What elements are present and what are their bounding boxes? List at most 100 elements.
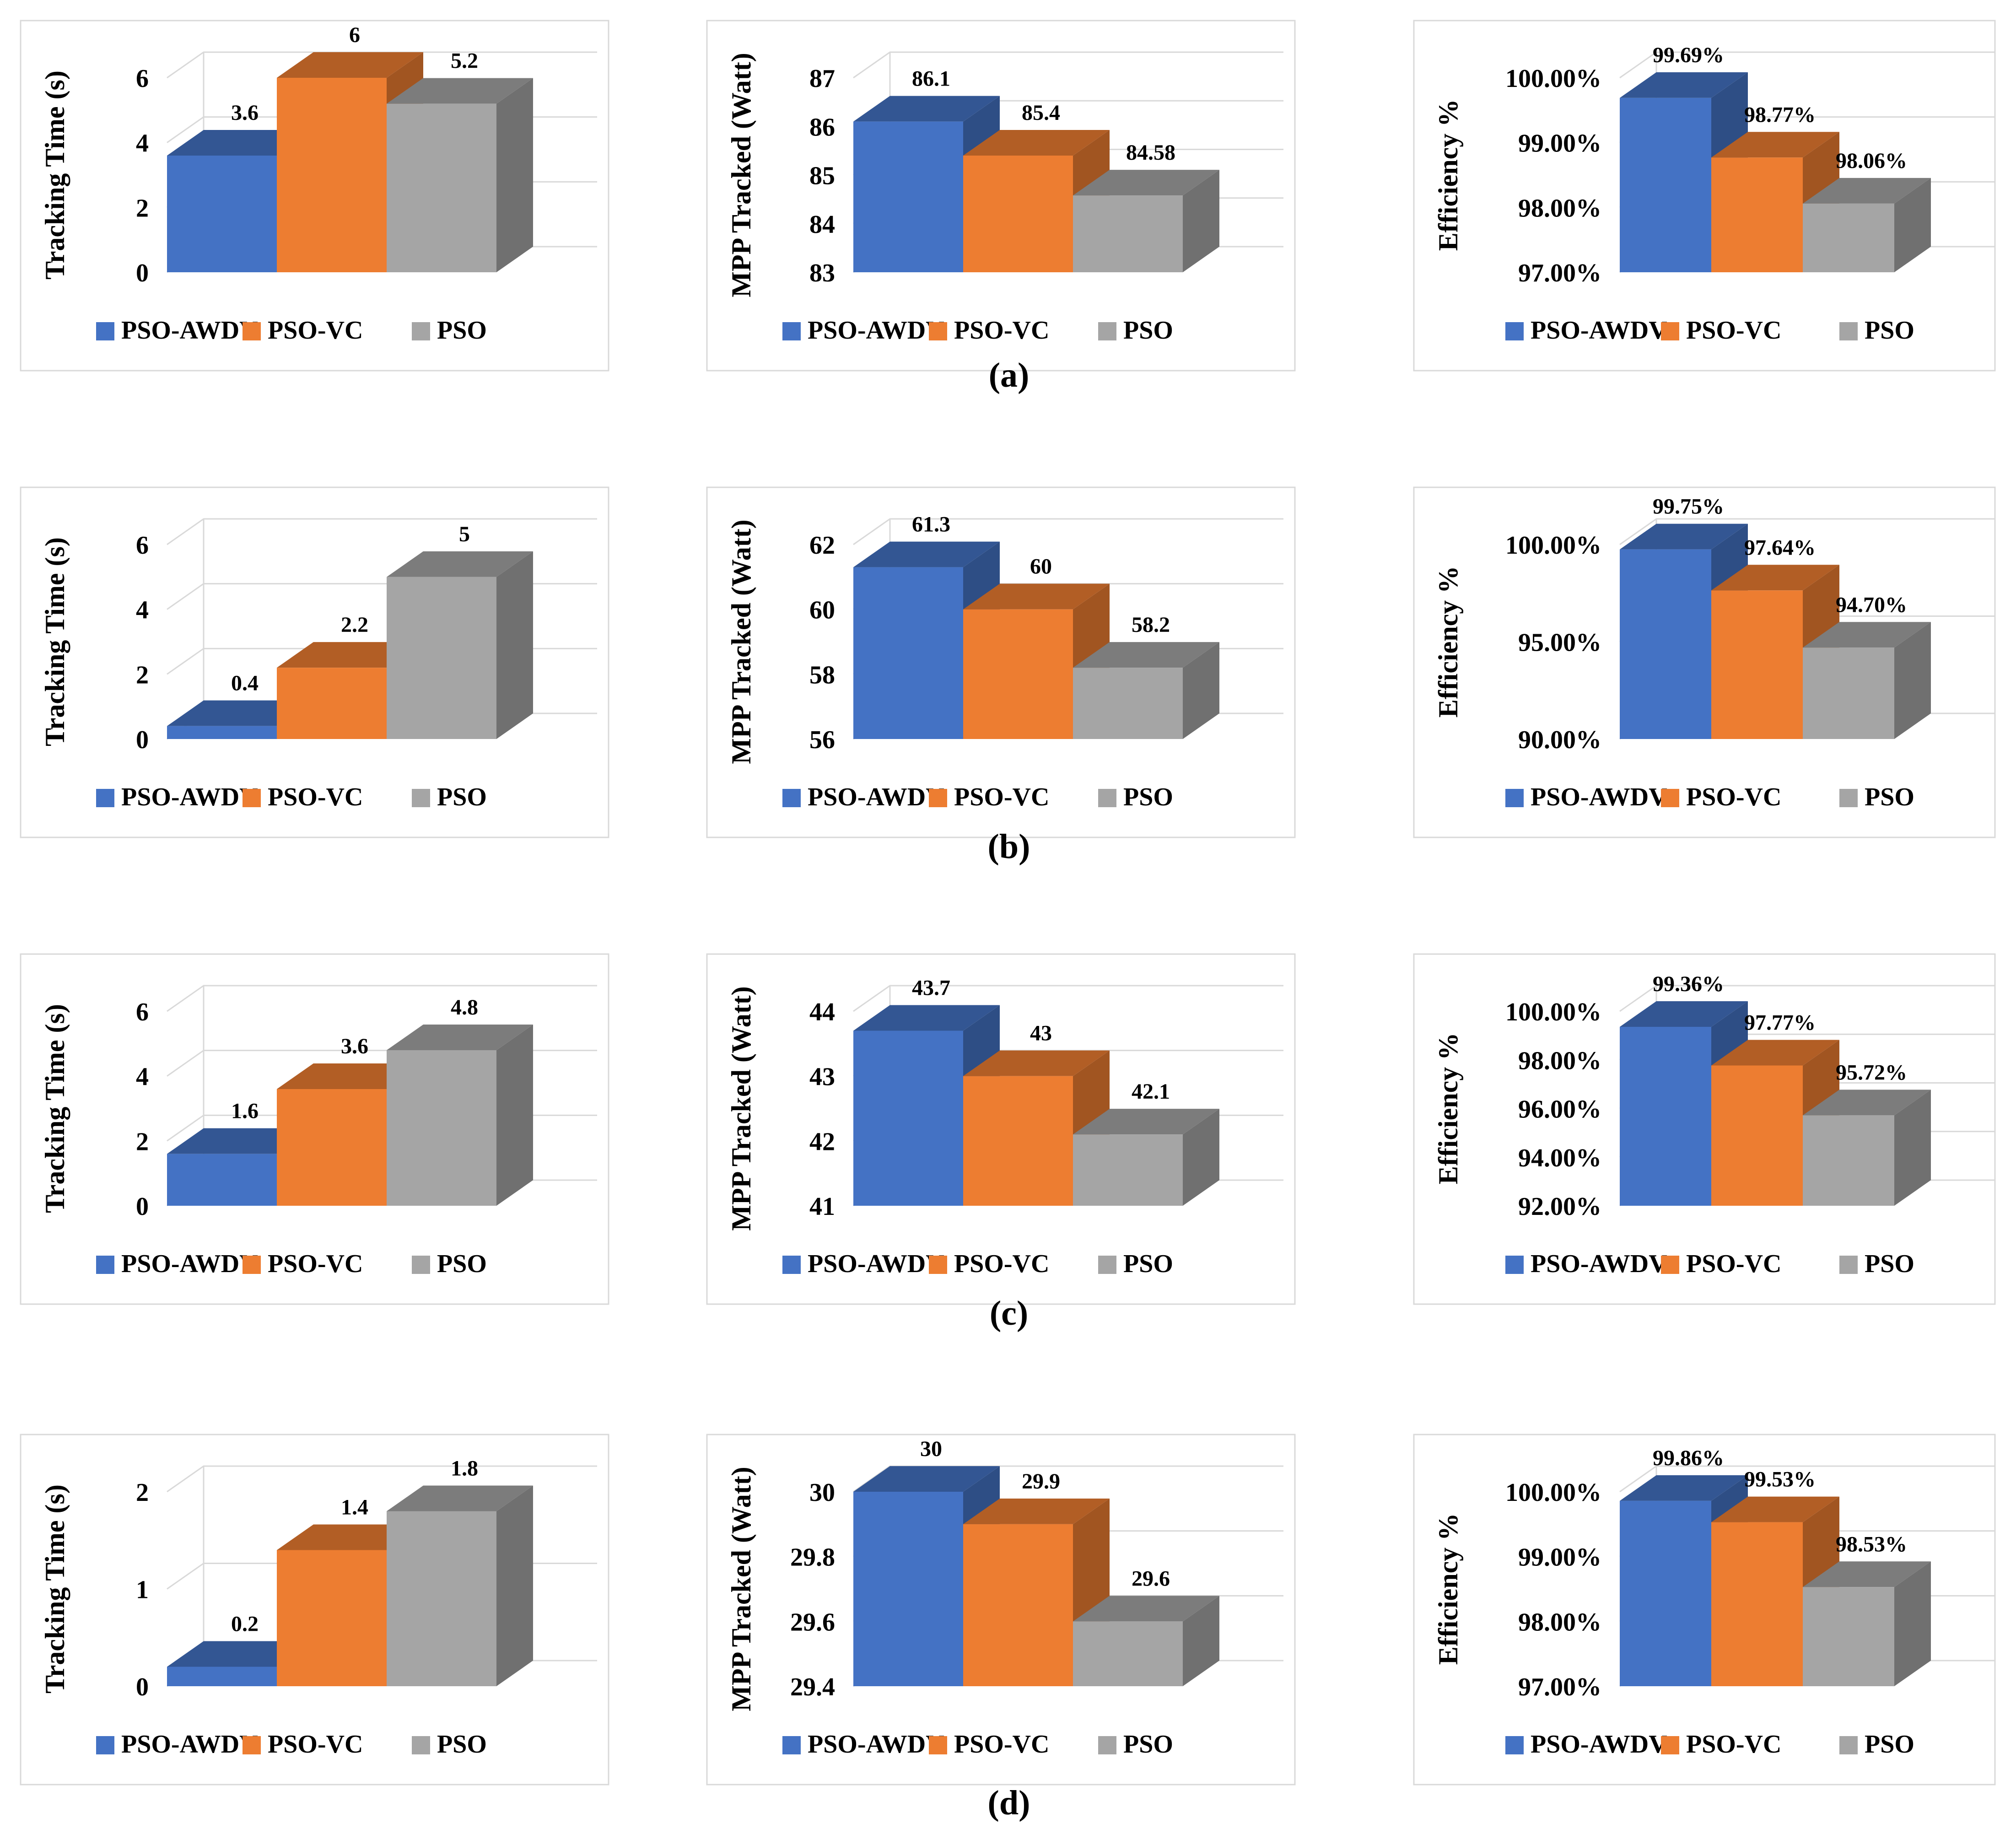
legend-label: PSO-VC: [1686, 316, 1781, 345]
y-tick-label: 97.00%: [1518, 1673, 1601, 1701]
bar-front: [853, 1492, 963, 1686]
bar-front: [167, 156, 277, 272]
y-axis-title: Tracking Time (s): [40, 70, 70, 280]
bar-front: [387, 577, 496, 739]
bar-front: [167, 1154, 277, 1206]
data-label: 97.77%: [1744, 1010, 1816, 1035]
legend-label: PSO-AWDV: [121, 316, 258, 345]
y-axis-title: Efficiency %: [1433, 99, 1463, 251]
legend-label: PSO-AWDV: [1531, 316, 1667, 345]
bar-top: [387, 1485, 533, 1511]
bar-front: [853, 121, 963, 272]
data-label: 5: [459, 522, 470, 546]
y-tick-label: 43: [809, 1063, 835, 1091]
legend-label: PSO: [1123, 1730, 1173, 1759]
legend-label: PSO-AWDV: [808, 783, 944, 811]
data-label: 99.75%: [1653, 495, 1724, 519]
bar-top: [277, 52, 423, 78]
data-label: 85.4: [1022, 101, 1060, 125]
bar-front: [963, 1524, 1073, 1686]
bar-top: [853, 96, 1000, 122]
legend-label: PSO-AWDV: [1531, 1730, 1667, 1759]
y-tick-label: 4: [136, 596, 149, 625]
y-tick-label: 6: [136, 65, 149, 93]
bar-front: [167, 726, 277, 739]
bar-front: [387, 103, 496, 272]
bar-pso: [1073, 1596, 1219, 1686]
bar-pso: [387, 1025, 533, 1206]
data-label: 3.6: [341, 1034, 368, 1058]
bar-top: [1803, 178, 1931, 204]
data-label: 98.53%: [1836, 1532, 1907, 1556]
legend-swatch: [1098, 1256, 1116, 1274]
legend-swatch: [1098, 789, 1116, 807]
bar-top: [387, 1025, 533, 1050]
bar-front: [963, 1076, 1073, 1206]
bar-front: [853, 567, 963, 739]
data-label: 4.8: [451, 995, 478, 1020]
y-axis-title: Tracking Time (s): [40, 1004, 70, 1213]
y-tick-label: 85: [809, 162, 835, 190]
bar-top: [1073, 1596, 1219, 1622]
data-label: 86.1: [912, 67, 950, 91]
bar-front: [277, 668, 387, 739]
legend-swatch: [782, 1736, 801, 1754]
data-label: 99.86%: [1653, 1446, 1724, 1470]
y-tick-label: 84: [809, 210, 835, 239]
panel-caption: (b): [988, 827, 1030, 866]
panel-caption: (c): [990, 1294, 1028, 1332]
bar-top: [963, 1050, 1110, 1076]
chart-b-eff: 90.00% 95.00% 100.00% Efficiency % 99.75% 97.…: [1413, 486, 1996, 838]
bar-top: [963, 130, 1110, 156]
y-tick-label: 100.00%: [1505, 531, 1601, 560]
y-tick-label: 2: [136, 1128, 149, 1156]
y-tick-label: 0: [136, 1673, 149, 1701]
y-tick-label: 44: [809, 998, 835, 1026]
legend-label: PSO-VC: [268, 316, 363, 345]
bar-pso-vc: [963, 130, 1110, 272]
legend-swatch: [1839, 789, 1858, 807]
y-tick-label: 96.00%: [1518, 1095, 1601, 1124]
bar-front: [1803, 1115, 1894, 1206]
data-label: 97.64%: [1744, 535, 1816, 560]
chart-b-mpp: 56 58 60 62 MPP Tracked (Watt) 61.3 60 58.2 PSO-…: [706, 486, 1296, 838]
chart-c-time: 0 2 4 6 Tracking Time (s) 1.6 3.6 4.8 PSO-AWDV PS…: [20, 953, 609, 1305]
data-label: 2.2: [341, 613, 368, 637]
chart-b-time: 0 2 4 6 Tracking Time (s) 0.4 2.2 5 PSO-AWDV PSO-…: [20, 486, 609, 838]
bar-top: [963, 583, 1110, 610]
bar-front: [387, 1050, 496, 1206]
bar-side: [1894, 622, 1931, 739]
y-tick-label: 6: [136, 998, 149, 1026]
y-axis-title: MPP Tracked (Watt): [726, 1467, 756, 1711]
bar-pso: [387, 551, 533, 739]
y-tick-label: 60: [809, 596, 835, 625]
legend-swatch: [243, 1256, 261, 1274]
data-label: 5.2: [451, 49, 478, 73]
y-tick-label: 0: [136, 259, 149, 287]
legend-swatch: [1661, 789, 1679, 807]
y-tick-label: 87: [809, 65, 835, 93]
legend-label: PSO-AWDV: [121, 783, 258, 811]
bar-pso: [1803, 1561, 1931, 1686]
legend-swatch: [243, 1736, 261, 1754]
legend-label: PSO: [437, 1730, 487, 1759]
legend-swatch: [1661, 1256, 1679, 1274]
chart-d-mpp: 29.4 29.6 29.8 30 MPP Tracked (Watt) 30 29.9 29…: [706, 1434, 1296, 1786]
y-tick-label: 29.6: [790, 1608, 835, 1636]
y-tick-label: 95.00%: [1518, 629, 1601, 657]
legend-swatch: [1098, 1736, 1116, 1754]
y-tick-label: 0: [136, 726, 149, 754]
legend-swatch: [1839, 1256, 1858, 1274]
y-tick-label: 1: [136, 1576, 149, 1604]
y-axis-title: Efficiency %: [1433, 1033, 1463, 1185]
legend-label: PSO-VC: [954, 1250, 1049, 1278]
legend-label: PSO-VC: [1686, 1250, 1781, 1278]
y-tick-label: 30: [809, 1478, 835, 1507]
bar-side: [1183, 170, 1219, 272]
bar-front: [963, 609, 1073, 739]
legend-label: PSO-AWDV: [121, 1730, 258, 1759]
y-axis-title: MPP Tracked (Watt): [726, 53, 756, 297]
data-label: 99.36%: [1653, 972, 1724, 996]
bar-pso: [1803, 178, 1931, 272]
bar-top: [1711, 1040, 1839, 1066]
